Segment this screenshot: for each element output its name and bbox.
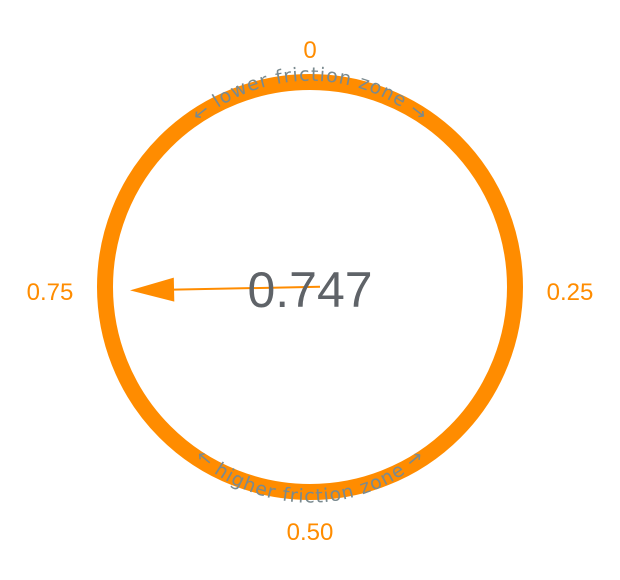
lower-friction-zone-text: ← lower friction zone → — [188, 64, 431, 127]
tick-label-0-50: 0.50 — [287, 519, 334, 546]
lower-friction-zone-label: ← lower friction zone → — [188, 64, 432, 127]
higher-friction-zone-text: ← higher friction zone → — [191, 445, 427, 508]
dial-needle — [173, 285, 321, 291]
dial-ring — [97, 74, 523, 500]
higher-friction-zone-label: ← higher friction zone → — [191, 445, 428, 508]
dial-value-readout: 0.747 — [247, 262, 372, 318]
tick-label-0: 0 — [303, 37, 316, 64]
tick-label-0-25: 0.25 — [547, 279, 594, 306]
tick-label-0-75: 0.75 — [27, 279, 74, 306]
needle-arrowhead-icon — [130, 277, 175, 302]
